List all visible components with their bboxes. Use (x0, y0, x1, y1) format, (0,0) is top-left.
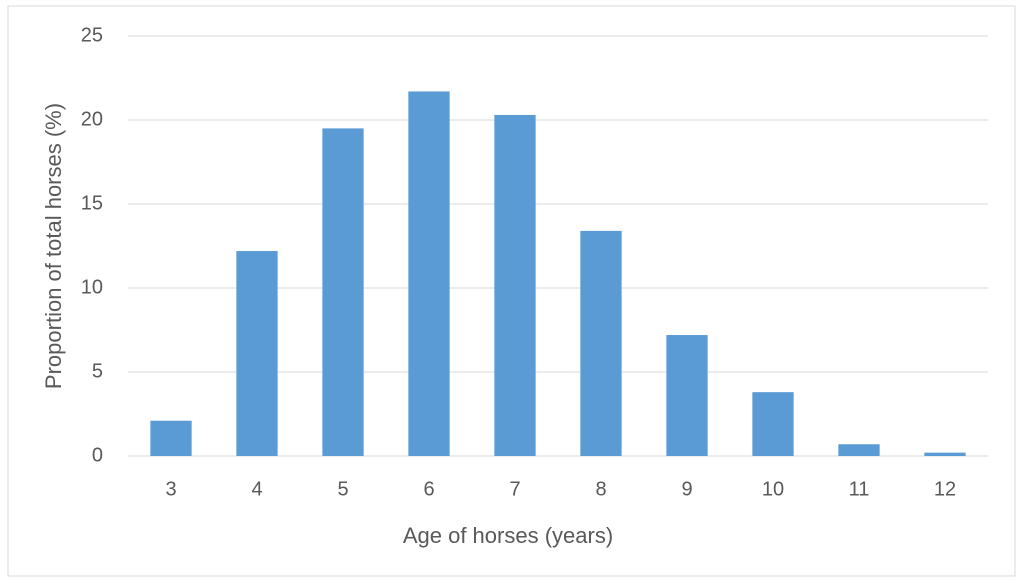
bar (924, 452, 966, 456)
y-axis-title: Proportion of total horses (%) (41, 103, 66, 389)
x-tick-label: 9 (681, 478, 692, 500)
x-tick-label: 3 (165, 478, 176, 500)
x-tick-label: 4 (251, 478, 262, 500)
bar (494, 114, 536, 457)
bar (150, 420, 192, 456)
x-tick-label: 12 (934, 478, 956, 500)
bar (236, 251, 278, 456)
x-tick-label: 11 (849, 478, 870, 500)
bar (752, 392, 794, 456)
x-axis-title: Age of horses (years) (403, 523, 613, 548)
x-tick-label: 6 (423, 478, 434, 500)
y-tick-label: 10 (81, 276, 103, 298)
y-tick-label: 0 (92, 444, 103, 466)
bar (580, 230, 622, 456)
y-tick-label: 5 (92, 360, 103, 382)
bar (838, 444, 880, 456)
x-tick-label: 7 (509, 478, 520, 500)
y-tick-label: 20 (81, 108, 103, 130)
bar (408, 91, 450, 456)
bar (666, 335, 708, 456)
bar (322, 128, 364, 456)
x-tick-label: 5 (337, 478, 348, 500)
y-tick-label: 25 (81, 24, 103, 46)
y-tick-label: 15 (81, 192, 103, 214)
x-tick-label: 10 (762, 478, 784, 500)
x-tick-label: 8 (595, 478, 606, 500)
